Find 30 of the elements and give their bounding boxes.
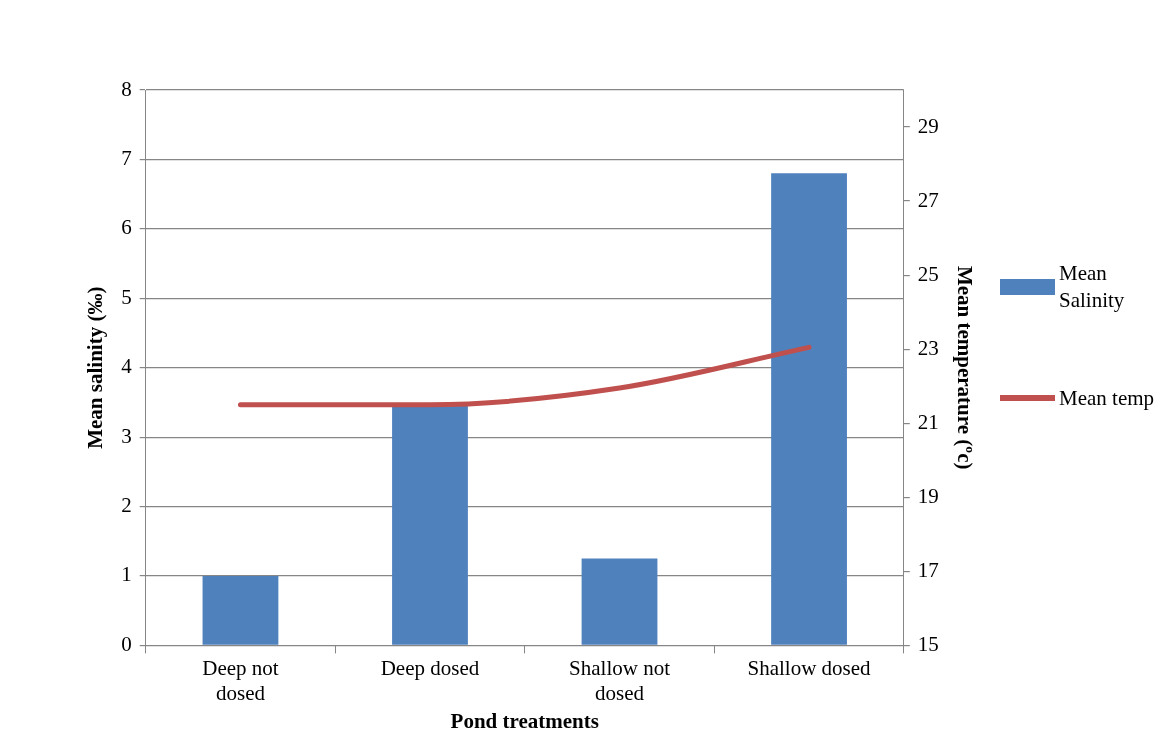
y-tick-label: 6: [121, 215, 132, 240]
y2-tick-label: 29: [917, 113, 939, 138]
y2-tick-label: 15: [917, 631, 939, 656]
bar: [392, 405, 468, 645]
bar: [581, 558, 658, 645]
x-tick-label: Shallow not dosed: [569, 655, 671, 705]
y2-axis-title: Mean temperature (ºc): [952, 265, 977, 470]
y-tick-label: 1: [121, 562, 132, 587]
x-tick-label: Shallow dosed: [747, 655, 872, 680]
y-tick-label: 2: [121, 493, 132, 518]
y-tick-label: 3: [121, 423, 132, 448]
x-tick-label: Deep not dosed: [202, 655, 279, 705]
legend-label: Mean temp: [1059, 384, 1155, 412]
y2-tick-label: 27: [917, 187, 939, 212]
y2-tick-label: 19: [917, 483, 939, 508]
y-tick-label: 7: [121, 145, 132, 170]
y-tick-label: 4: [121, 354, 133, 379]
y2-tick-label: 17: [917, 557, 939, 582]
bar: [771, 173, 847, 645]
y-axis-title: Mean salinity (‰): [83, 286, 108, 449]
x-axis-title: Pond treatments: [450, 708, 599, 733]
y2-tick-label: 21: [917, 409, 939, 434]
legend-label: Mean Salinity: [1059, 260, 1126, 315]
y2-tick-label: 23: [917, 335, 939, 360]
y2-tick-label: 25: [917, 261, 939, 286]
y-tick-label: 0: [121, 631, 132, 656]
y-tick-label: 5: [121, 284, 132, 309]
x-tick-label: Deep dosed: [380, 655, 480, 680]
bar: [202, 575, 279, 645]
y-tick-label: 8: [121, 76, 132, 101]
